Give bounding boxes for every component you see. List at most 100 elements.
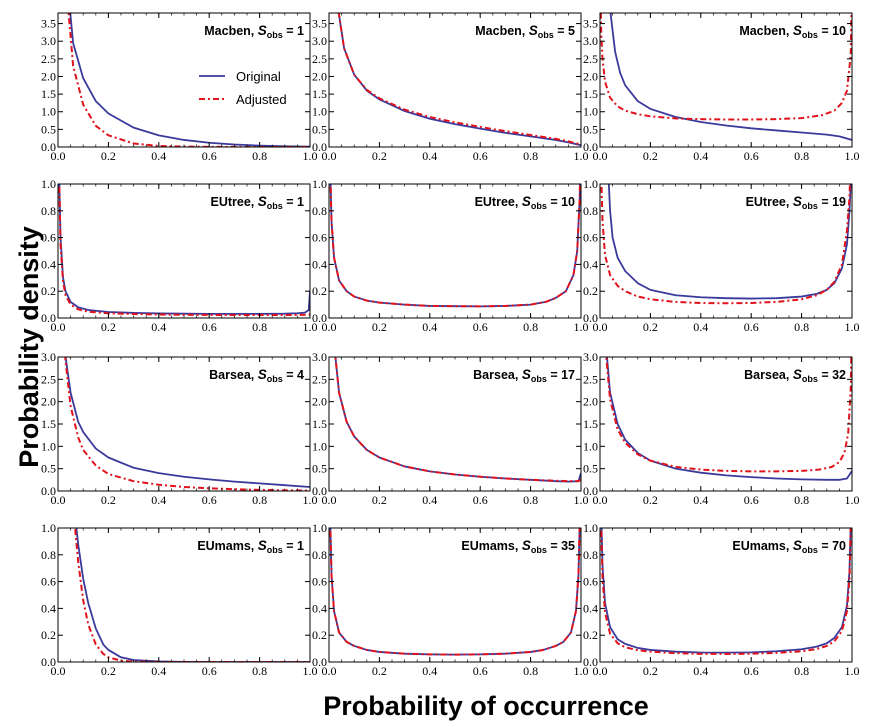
y-tick-label: 0.0 <box>312 140 327 154</box>
y-tick-label: 0.2 <box>583 628 598 642</box>
x-tick-label: 0.2 <box>101 149 116 163</box>
x-tick-label: 0.4 <box>422 320 437 334</box>
x-tick-label: 0.8 <box>794 320 809 334</box>
original-series-line <box>600 528 852 654</box>
adjusted-series-line <box>334 357 581 483</box>
y-tick-label: 0.2 <box>583 284 598 298</box>
panel-macben-sobs-5: 0.0 0.2 0.4 0.6 0.8 1.0 0.0 0.5 1.0 1.5 2.0 2.5 3.0 3… <box>312 12 589 163</box>
y-tick-label: 1.0 <box>583 105 598 119</box>
original-series-line <box>334 357 581 483</box>
y-tick-label: 0.5 <box>41 462 56 476</box>
adjusted-series-line <box>337 13 581 146</box>
y-tick-label: 0.2 <box>312 284 327 298</box>
x-tick-label: 0.0 <box>322 664 337 678</box>
curves <box>329 528 581 656</box>
x-tick-label: 0.8 <box>794 493 809 507</box>
y-tick-label: 0.2 <box>312 628 327 642</box>
y-axis-label: Probability density <box>14 226 44 468</box>
y-tick-label: 0.0 <box>312 484 327 498</box>
x-tick-label: 1.0 <box>303 149 318 163</box>
x-tick-label: 1.0 <box>574 493 589 507</box>
panel-eumams-sobs-70: 0.0 0.2 0.4 0.6 0.8 1.0 0.0 0.2 0.4 0.6 0.8 1.0 EUma… <box>583 521 860 678</box>
x-tick-label: 0.8 <box>252 320 267 334</box>
panel-title-subscript: obs <box>802 374 818 384</box>
x-tick-label: 0.0 <box>593 149 608 163</box>
y-tick-label: 0.4 <box>583 257 598 271</box>
x-tick-label: 0.0 <box>51 149 66 163</box>
panel-title-subscript: obs <box>267 545 283 555</box>
panel-title-value: = 1 <box>283 24 304 38</box>
adjusted-series-line <box>58 184 310 317</box>
y-tick-label: 2.5 <box>312 52 327 66</box>
y-tick-label: 0.8 <box>583 204 598 218</box>
curves <box>58 184 310 317</box>
y-tick-label: 1.0 <box>312 439 327 453</box>
x-tick-label: 0.8 <box>794 664 809 678</box>
x-tick-label: 0.2 <box>101 493 116 507</box>
y-tick-label: 2.5 <box>583 52 598 66</box>
panel-title-subscript: obs <box>802 201 818 211</box>
y-tick-label: 0.6 <box>41 575 56 589</box>
panel-title-name: EUmams, <box>732 539 792 553</box>
curves <box>64 357 310 491</box>
original-series-line <box>64 357 310 488</box>
y-tick-label: 1.0 <box>583 439 598 453</box>
x-tick-label: 0.0 <box>322 493 337 507</box>
panel-title-symbol: S <box>258 367 267 382</box>
panel-title: EUtree, Sobs = 1 <box>211 194 305 211</box>
y-tick-label: 0.6 <box>583 575 598 589</box>
x-tick-label: 0.4 <box>151 320 166 334</box>
x-tick-label: 0.0 <box>51 320 66 334</box>
x-tick-label: 0.4 <box>693 320 708 334</box>
x-tick-label: 0.8 <box>523 664 538 678</box>
y-tick-label: 2.0 <box>312 69 327 83</box>
panel-title: Barsea, Sobs = 17 <box>473 367 575 384</box>
panel-title: Barsea, Sobs = 32 <box>744 367 846 384</box>
x-tick-label: 0.4 <box>693 664 708 678</box>
y-tick-label: 0.8 <box>312 548 327 562</box>
panel-title: EUtree, Sobs = 10 <box>475 194 575 211</box>
y-tick-label: 0.8 <box>41 548 56 562</box>
panel-eutree-sobs-19: 0.0 0.2 0.4 0.6 0.8 1.0 0.0 0.2 0.4 0.6 0.8 1.0 EUtr… <box>583 177 860 334</box>
y-tick-label: 1.0 <box>583 521 598 535</box>
panel-eutree-sobs-10: 0.0 0.2 0.4 0.6 0.8 1.0 0.0 0.2 0.4 0.6 0.8 1.0 EUtr… <box>312 177 589 334</box>
y-tick-label: 3.0 <box>583 350 598 364</box>
panel-title-subscript: obs <box>538 30 554 40</box>
x-tick-label: 0.8 <box>523 493 538 507</box>
panel-title-value: = 17 <box>547 368 575 382</box>
y-tick-label: 0.0 <box>583 655 598 669</box>
panel-title-name: Barsea, <box>473 368 522 382</box>
panel-title-name: Barsea, <box>744 368 793 382</box>
y-tick-label: 0.6 <box>41 231 56 245</box>
x-tick-label: 0.6 <box>744 320 759 334</box>
y-tick-label: 3.5 <box>41 17 56 31</box>
y-tick-label: 0.5 <box>41 122 56 136</box>
panel-title: EUmams, Sobs = 70 <box>732 538 846 555</box>
panel-title-value: = 70 <box>818 539 846 553</box>
x-tick-label: 0.6 <box>202 320 217 334</box>
adjusted-series-line <box>329 528 581 656</box>
y-tick-label: 1.0 <box>41 521 56 535</box>
y-tick-label: 3.5 <box>583 17 598 31</box>
curves <box>337 13 581 147</box>
x-tick-label: 0.8 <box>252 149 267 163</box>
panel-title-symbol: S <box>522 194 531 209</box>
y-tick-label: 0.6 <box>312 231 327 245</box>
panel-title-name: EUmams, <box>461 539 521 553</box>
y-tick-label: 0.4 <box>41 601 56 615</box>
panel-title-value: = 4 <box>283 368 304 382</box>
panel-title: EUmams, Sobs = 1 <box>197 538 304 555</box>
y-tick-label: 3.0 <box>41 34 56 48</box>
original-series-line <box>606 357 852 481</box>
panel-title-value: = 35 <box>547 539 575 553</box>
x-tick-label: 1.0 <box>574 664 589 678</box>
y-tick-label: 1.5 <box>41 417 56 431</box>
panel-title: EUmams, Sobs = 35 <box>461 538 575 555</box>
y-tick-label: 0.0 <box>41 311 56 325</box>
y-tick-label: 0.8 <box>312 204 327 218</box>
adjusted-series-line <box>600 184 851 305</box>
x-axis-label: Probability of occurrence <box>323 691 649 721</box>
curves <box>600 528 852 655</box>
y-tick-label: 1.0 <box>41 439 56 453</box>
